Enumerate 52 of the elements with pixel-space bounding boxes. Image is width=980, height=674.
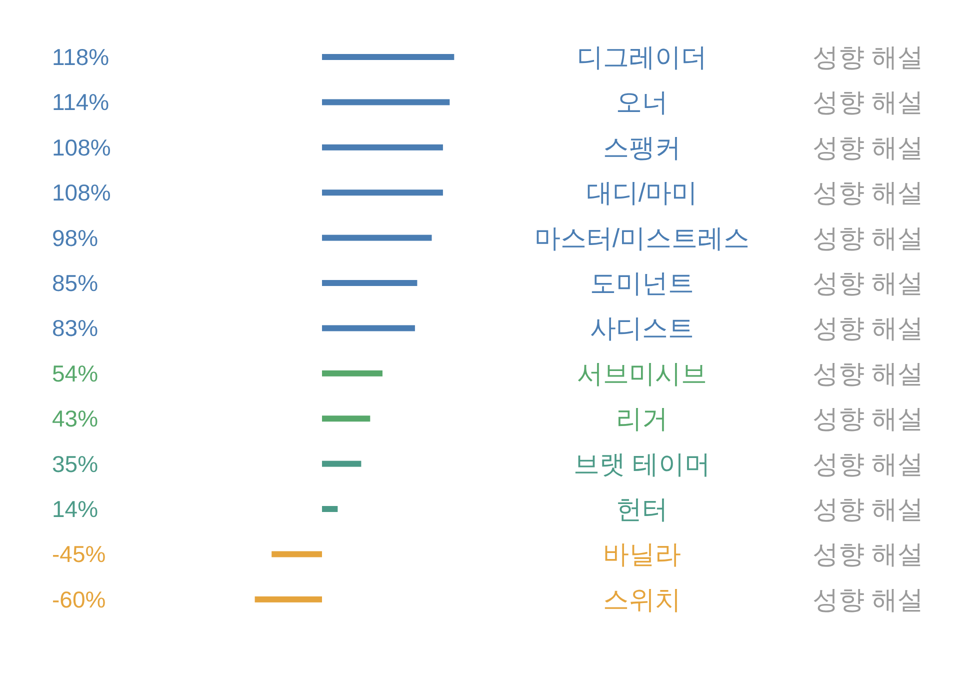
text: 성향 해설 [812, 584, 924, 614]
y-tick-label: 마스터/미스트레스 [534, 222, 750, 253]
data-label: 108% [52, 134, 111, 160]
bar [322, 506, 338, 512]
data-label: 43% [52, 406, 98, 432]
y-tick-label: 리거 [616, 404, 668, 434]
data-label: 114% [52, 89, 110, 116]
text: 성향 해설 [812, 178, 924, 208]
text: 성향 해설 [812, 132, 924, 162]
data-label: 108% [52, 180, 111, 206]
text: 성향 해설 [812, 358, 924, 388]
bar [322, 460, 362, 467]
y-tick-label: 서브미시브 [577, 358, 707, 388]
data-label: 54% [52, 360, 98, 386]
bar [322, 99, 450, 106]
bar [322, 325, 415, 332]
data-label: 85% [52, 270, 98, 296]
bar [322, 370, 382, 376]
bar [272, 551, 322, 558]
y-tick-label: 스팽커 [603, 132, 681, 162]
bar [322, 280, 418, 286]
data-label: 35% [52, 450, 98, 477]
y-tick-label: 도미넌트 [590, 268, 694, 298]
data-label: -60% [52, 586, 106, 612]
data-label: 14% [52, 496, 98, 522]
text: 성향 해설 [812, 313, 924, 344]
data-label: 118% [52, 44, 110, 70]
bar [322, 234, 432, 241]
y-tick-label: 헌터 [616, 494, 668, 524]
text: 성향 해설 [812, 268, 924, 298]
data-label: 98% [52, 224, 98, 251]
bar [322, 416, 370, 422]
data-label: -45% [52, 541, 106, 568]
y-tick-label: 브랫 테이머 [573, 448, 711, 479]
data-label: 83% [52, 315, 98, 342]
text: 성향 해설 [812, 42, 924, 72]
y-tick-label: 오너 [616, 87, 668, 118]
bar [322, 144, 443, 150]
text: 성향 해설 [812, 494, 924, 524]
text: 성향 해설 [812, 539, 924, 570]
text: 성향 해설 [812, 448, 924, 479]
text: 성향 해설 [812, 87, 924, 118]
y-tick-label: 대디/마미 [586, 178, 698, 208]
y-tick-label: 스위치 [603, 584, 681, 614]
y-tick-label: 디그레이더 [577, 42, 707, 72]
bar [254, 596, 322, 602]
y-tick-label: 바닐라 [603, 539, 681, 570]
y-tick-label: 사디스트 [590, 313, 694, 344]
text: 성향 해설 [812, 404, 924, 434]
bar [322, 54, 454, 60]
bar [322, 190, 443, 196]
text: 성향 해설 [812, 222, 924, 253]
